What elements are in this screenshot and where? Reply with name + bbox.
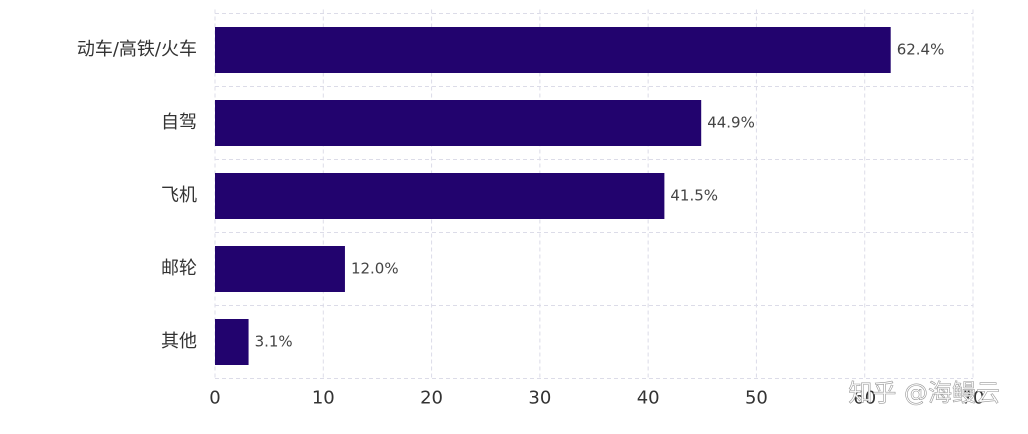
bar (215, 100, 702, 146)
y-tick-label: 飞机 (161, 185, 197, 206)
bar (215, 27, 891, 73)
x-tick-label: 10 (312, 388, 335, 409)
bar (215, 173, 665, 219)
value-label: 44.9% (707, 114, 755, 132)
bar (215, 319, 249, 365)
x-tick-label: 50 (745, 388, 768, 409)
watermark: 知乎 @海鳗云 (848, 379, 1000, 407)
value-label: 12.0% (351, 260, 399, 278)
value-label: 3.1% (255, 333, 293, 351)
y-tick-label: 动车/高铁/火车 (77, 39, 197, 60)
y-tick-label: 其他 (161, 331, 197, 352)
x-tick-label: 0 (209, 388, 220, 409)
x-tick-label: 60 (853, 388, 876, 409)
x-tick-label: 20 (420, 388, 443, 409)
value-label: 62.4% (897, 41, 945, 59)
y-tick-label: 自驾 (161, 112, 197, 133)
bar (215, 246, 345, 292)
x-tick-label: 70 (962, 388, 985, 409)
y-tick-label: 邮轮 (161, 258, 197, 279)
value-label: 41.5% (670, 187, 718, 205)
x-tick-label: 40 (637, 388, 660, 409)
x-tick-label: 30 (528, 388, 551, 409)
